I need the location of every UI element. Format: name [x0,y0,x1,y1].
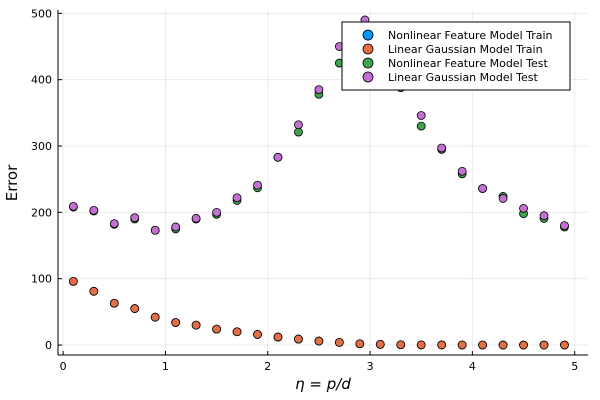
y-tick-label: 500 [31,7,52,20]
y-axis-label: Error [3,164,21,201]
x-tick-label: 3 [367,360,374,373]
y-tick-label: 100 [31,273,52,286]
data-point [416,340,426,350]
data-point [130,213,140,223]
y-tick-label: 200 [31,206,52,219]
legend-label: Nonlinear Feature Model Train [388,29,553,42]
legend-marker [362,43,374,55]
data-point [375,339,385,349]
data-point [416,121,426,131]
data-points [68,15,569,350]
data-point [171,222,181,232]
data-point [416,111,426,120]
y-tick-label: 300 [31,140,52,153]
data-point [212,207,221,217]
x-tick-label: 0 [60,360,67,373]
legend-label: Linear Gaussian Model Train [388,43,543,56]
data-point [519,340,528,350]
data-point [437,340,447,350]
legend-box [341,21,571,91]
data-point [314,336,324,346]
y-tick-labels: 0 100 200 300 400 500 [31,7,52,352]
data-point [232,193,242,203]
data-point [109,298,119,308]
legend-marker [362,57,374,69]
data-point [539,340,549,350]
x-tick-label: 4 [469,360,476,373]
y-tick-label: 0 [45,339,52,352]
data-point [457,340,467,350]
data-point [478,340,488,350]
x-tick-label: 2 [264,360,271,373]
data-point [560,221,569,231]
data-point [89,286,99,296]
data-point [68,201,78,211]
data-point [457,166,467,176]
data-point [498,194,508,203]
data-point [253,330,262,339]
legend-label: Linear Gaussian Model Test [388,71,539,84]
legend-label: Nonlinear Feature Model Test [388,57,548,70]
data-point [232,327,242,337]
y-tick-label: 400 [31,74,52,87]
data-point [355,339,365,349]
data-point [334,337,344,347]
data-point [314,85,324,95]
data-point [294,127,303,137]
x-tick-label: 1 [162,360,169,373]
data-point [498,340,508,350]
data-point [437,143,447,153]
data-point [212,324,221,334]
x-tick-label: 5 [571,360,578,373]
data-point [478,184,488,193]
data-point [273,152,283,162]
data-point [171,318,181,327]
data-point [150,225,160,235]
data-point [560,340,569,350]
data-point [150,312,160,322]
data-point [68,276,78,286]
data-point [519,203,528,213]
data-point [191,320,201,330]
data-point [191,213,201,223]
data-point [396,340,406,350]
data-point [253,180,262,190]
data-point [539,211,549,221]
x-tick-labels: 0 1 2 3 4 5 [60,360,579,373]
data-point [89,205,99,215]
x-axis-label: η = p/d [295,375,351,393]
axes [57,10,588,356]
data-point [109,219,119,229]
data-point [273,332,283,342]
data-point [130,304,140,313]
data-point [294,120,303,130]
legend-marker [362,71,374,83]
data-point [294,334,303,344]
grid [58,10,588,355]
legend-marker [362,29,374,41]
